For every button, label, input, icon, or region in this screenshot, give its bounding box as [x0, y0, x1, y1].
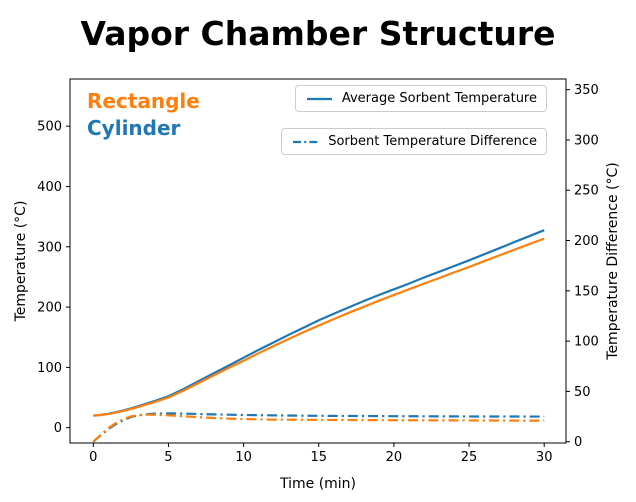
legend-average-sorbent-temperature: Average Sorbent Temperature — [294, 85, 547, 112]
svg-text:30: 30 — [536, 450, 553, 465]
series-annotations: Rectangle Cylinder — [87, 88, 200, 142]
svg-text:350: 350 — [574, 83, 599, 98]
svg-text:400: 400 — [37, 180, 62, 195]
svg-text:500: 500 — [37, 120, 62, 135]
legend-label: Sorbent Temperature Difference — [328, 134, 537, 149]
svg-text:25: 25 — [461, 450, 478, 465]
svg-text:100: 100 — [37, 361, 62, 376]
svg-text:0: 0 — [89, 450, 97, 465]
svg-text:300: 300 — [37, 240, 62, 255]
svg-text:300: 300 — [574, 133, 599, 148]
legend-label: Average Sorbent Temperature — [341, 91, 537, 106]
x-axis-label: Time (min) — [279, 476, 357, 492]
chart-title: Vapor Chamber Structure — [80, 14, 556, 53]
series-line — [93, 237, 545, 417]
svg-text:5: 5 — [164, 450, 172, 465]
legend-dashdot-line-icon — [293, 140, 319, 143]
svg-text:15: 15 — [310, 450, 327, 465]
svg-text:0: 0 — [54, 421, 62, 436]
svg-text:100: 100 — [574, 335, 599, 350]
svg-text:200: 200 — [574, 234, 599, 249]
svg-text:20: 20 — [386, 450, 403, 465]
svg-text:250: 250 — [574, 184, 599, 199]
svg-text:200: 200 — [37, 301, 62, 316]
series-line — [92, 413, 545, 443]
svg-text:150: 150 — [574, 284, 599, 299]
legend-sorbent-temperature-difference: Sorbent Temperature Difference — [281, 128, 547, 155]
legend-solid-line-icon — [306, 97, 332, 100]
y-axis-label-right: Temperature Difference (°C) — [605, 162, 621, 360]
annotation-rectangle: Rectangle — [87, 89, 200, 113]
series-line — [92, 412, 545, 443]
annotation-cylinder: Cylinder — [87, 116, 181, 140]
svg-text:10: 10 — [235, 450, 252, 465]
series-line — [93, 229, 545, 417]
svg-text:0: 0 — [574, 435, 582, 450]
y-axis-label-left: Temperature (°C) — [13, 200, 29, 322]
svg-text:50: 50 — [574, 385, 591, 400]
